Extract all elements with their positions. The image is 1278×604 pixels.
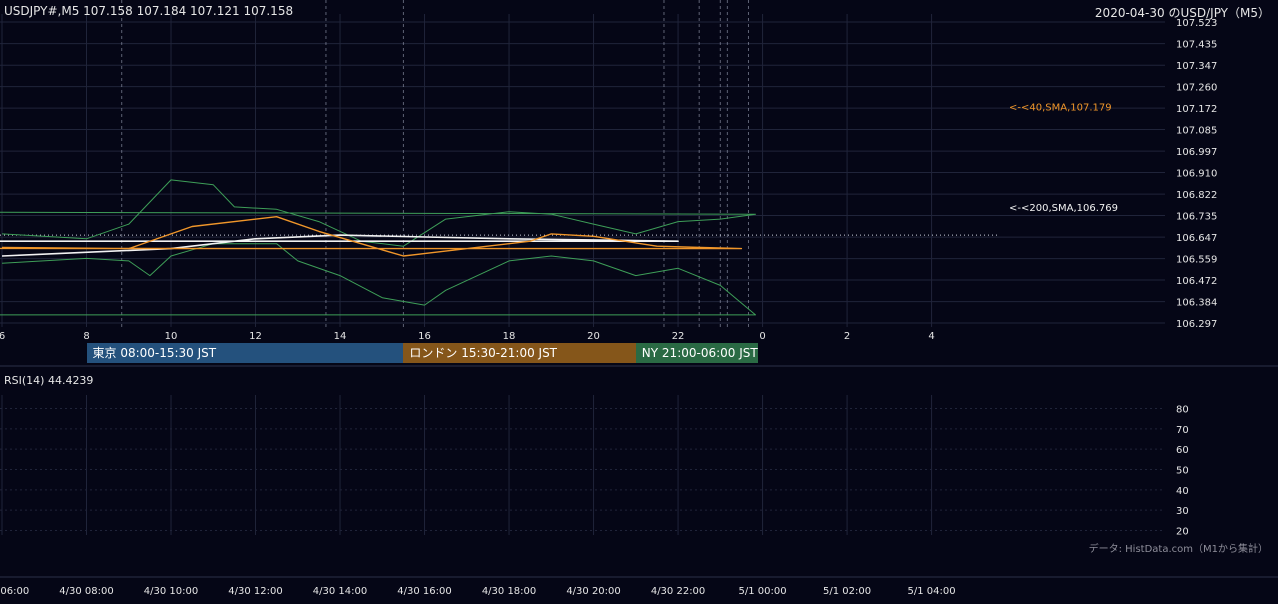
time-tick-label: 18 bbox=[503, 331, 516, 342]
price-tick-label: 106.997 bbox=[1176, 147, 1217, 158]
price-tick-label: 106.822 bbox=[1176, 190, 1217, 201]
price-tick-label: 106.735 bbox=[1176, 211, 1217, 222]
price-tick-label: 106.910 bbox=[1176, 169, 1217, 180]
time-tick-label: 14 bbox=[334, 331, 347, 342]
sma40-line bbox=[0, 216, 743, 257]
rsi-time-label: 4/30 08:00 bbox=[59, 586, 113, 597]
chart-title: 2020-04-30 のUSD/JPY（M5） bbox=[1094, 6, 1270, 20]
rsi-time-label: 4/30 22:00 bbox=[651, 586, 705, 597]
rsi-tick-label: 20 bbox=[1176, 527, 1189, 538]
price-tick-label: 107.085 bbox=[1176, 126, 1217, 137]
rsi-tick-label: 50 bbox=[1176, 466, 1189, 477]
time-tick-label: 2 bbox=[844, 331, 850, 342]
time-tick-label: 10 bbox=[165, 331, 178, 342]
session-bar-london: ロンドン 15:30-21:00 JST bbox=[403, 343, 636, 363]
symbol-ohlc-readout: USDJPY#,M5 107.158 107.184 107.121 107.1… bbox=[4, 4, 294, 18]
rsi-tick-label: 30 bbox=[1176, 506, 1189, 517]
rsi-time-label: 4/30 18:00 bbox=[482, 586, 536, 597]
session-bar-ny: NY 21:00-06:00 JST bbox=[635, 343, 758, 363]
time-tick-label: 16 bbox=[418, 331, 431, 342]
price-tick-label: 106.559 bbox=[1176, 255, 1217, 266]
rsi-tick-label: 60 bbox=[1176, 445, 1189, 456]
price-tick-label: 106.472 bbox=[1176, 276, 1217, 287]
price-tick-label: 107.523 bbox=[1176, 18, 1217, 29]
rsi-time-label: 5/1 02:00 bbox=[823, 586, 871, 597]
rsi-time-label: 4/30 20:00 bbox=[566, 586, 620, 597]
rsi-title: RSI(14) 44.4239 bbox=[4, 374, 94, 387]
rsi-time-label: 4/30 16:00 bbox=[397, 586, 451, 597]
rsi-time-label: 4/30 14:00 bbox=[313, 586, 367, 597]
session-bar-tokyo: 東京 08:00-15:30 JST bbox=[86, 343, 404, 363]
time-tick-label: 20 bbox=[587, 331, 600, 342]
bollinger-upper-line bbox=[0, 179, 756, 247]
bollinger-lower-line bbox=[0, 243, 756, 316]
rsi-time-label: 4/30 06:00 bbox=[0, 586, 29, 597]
sma200-label: <-<200,SMA,106.769 bbox=[1009, 203, 1118, 214]
rsi-time-label: 4/30 12:00 bbox=[228, 586, 282, 597]
price-tick-label: 106.647 bbox=[1176, 233, 1217, 244]
price-tick-label: 106.297 bbox=[1176, 319, 1217, 330]
time-tick-label: 6 bbox=[0, 331, 5, 342]
price-tick-label: 106.384 bbox=[1176, 298, 1217, 309]
rsi-time-label: 4/30 10:00 bbox=[144, 586, 198, 597]
time-tick-label: 12 bbox=[249, 331, 262, 342]
price-tick-label: 107.347 bbox=[1176, 61, 1217, 72]
rsi-time-label: 5/1 04:00 bbox=[908, 586, 956, 597]
rsi-tick-label: 80 bbox=[1176, 405, 1189, 416]
sma200-line bbox=[0, 234, 679, 257]
rsi-time-label: 5/1 00:00 bbox=[739, 586, 787, 597]
price-tick-label: 107.435 bbox=[1176, 40, 1217, 51]
rsi-tick-label: 40 bbox=[1176, 486, 1189, 497]
time-tick-label: 4 bbox=[928, 331, 934, 342]
data-credit: データ: HistData.com（M1から集計） bbox=[1088, 544, 1268, 555]
time-tick-label: 22 bbox=[672, 331, 685, 342]
sma40-label: <-<40,SMA,107.179 bbox=[1009, 102, 1112, 113]
time-tick-label: 0 bbox=[759, 331, 765, 342]
time-tick-label: 8 bbox=[83, 331, 89, 342]
rsi-tick-label: 70 bbox=[1176, 425, 1189, 436]
price-tick-label: 107.260 bbox=[1176, 83, 1217, 94]
price-tick-label: 107.172 bbox=[1176, 104, 1217, 115]
